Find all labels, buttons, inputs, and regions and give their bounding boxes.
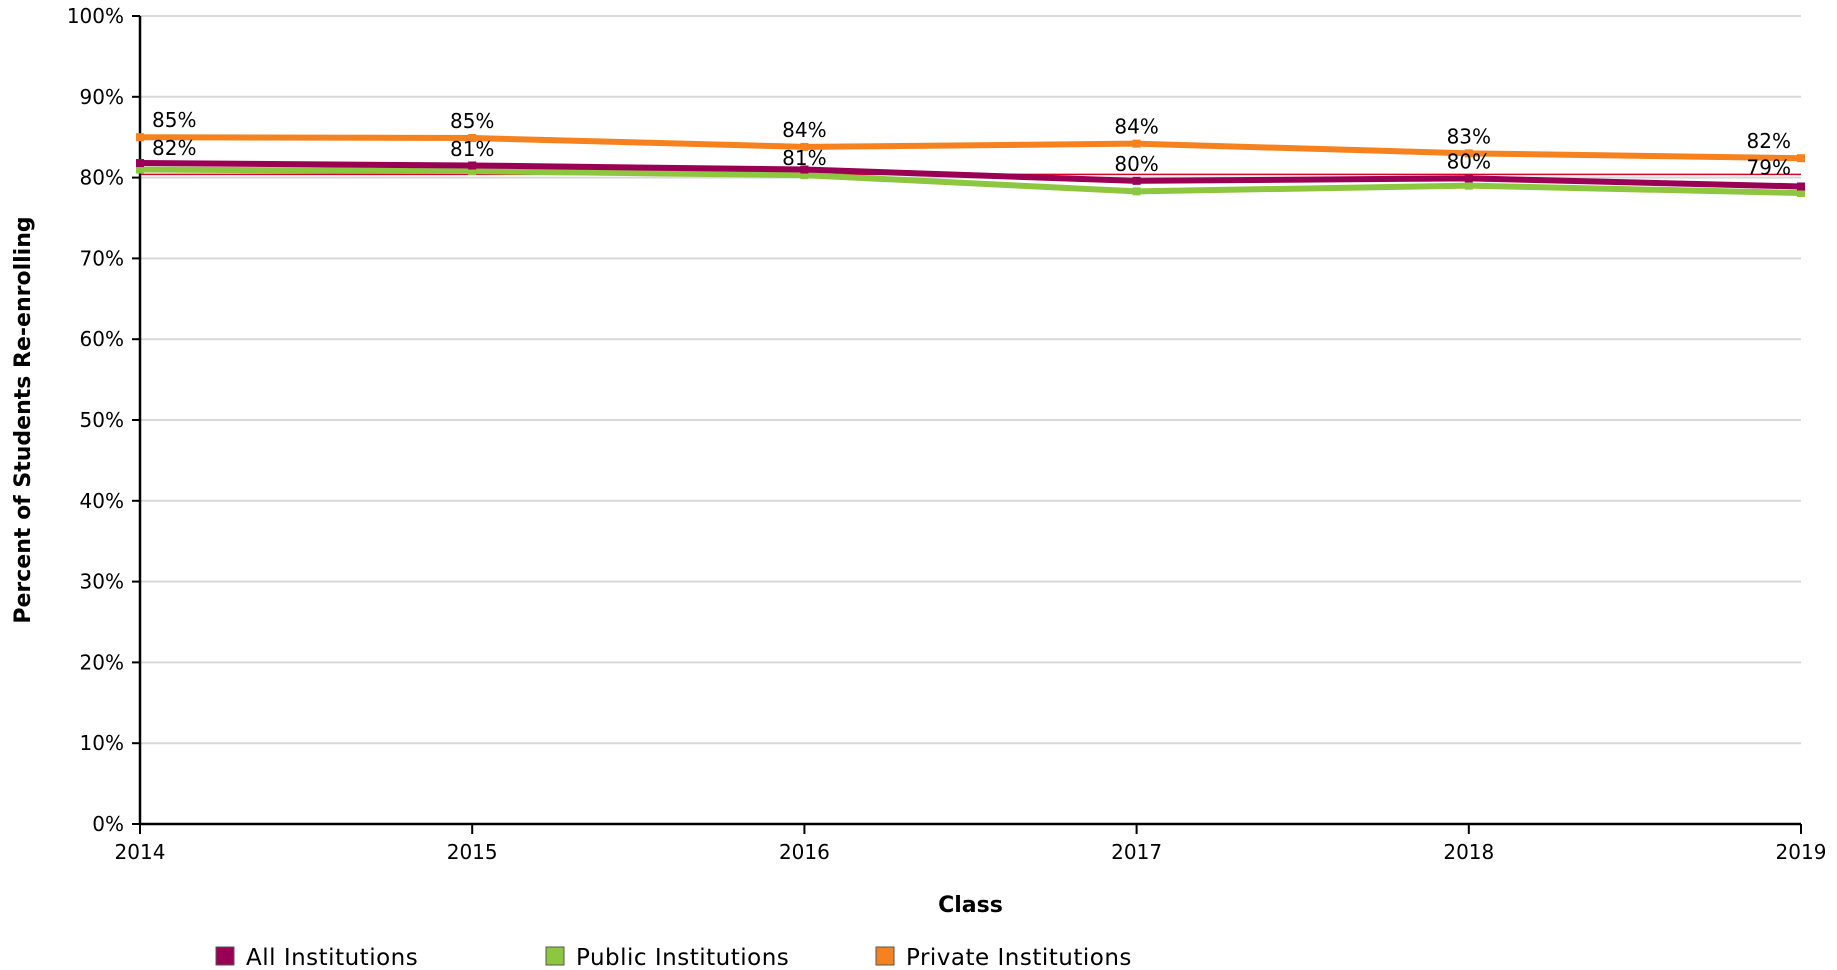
legend: All Institutions Public Institutions Priva… xyxy=(215,945,1132,970)
data-point xyxy=(1797,188,1805,197)
data-point xyxy=(1797,182,1805,191)
x-tick-label: 2015 xyxy=(447,840,498,864)
data-label: 81% xyxy=(450,137,494,161)
y-tick-label: 90% xyxy=(80,85,124,109)
series-line xyxy=(139,160,1802,190)
y-tick-label: 40% xyxy=(80,489,124,513)
data-point xyxy=(1464,174,1473,183)
data-point xyxy=(1132,176,1141,185)
data-label: 80% xyxy=(1447,149,1491,173)
data-labels: 85% 85% 84% 84% 83% 82% 82% 81% 81% 80% 80% 79% xyxy=(152,108,1791,179)
x-tick-label: 2017 xyxy=(1111,840,1162,864)
data-label: 85% xyxy=(152,108,196,132)
data-point xyxy=(800,142,809,151)
data-point xyxy=(136,133,144,142)
data-point xyxy=(136,165,144,174)
y-tick-label: 10% xyxy=(80,731,124,755)
series-group xyxy=(136,133,1805,197)
data-label: 81% xyxy=(782,146,826,170)
y-tick-label: 30% xyxy=(80,570,124,594)
x-axis-title: Class xyxy=(938,893,1003,918)
legend-label: Public Institutions xyxy=(576,945,789,970)
data-point xyxy=(1132,187,1141,196)
axes: 0% 10% 20% 30% 40% 50% 60% 70% 80% 90% 100% 2014 201… xyxy=(67,4,1827,864)
legend-swatch xyxy=(875,946,895,966)
y-tick-label: 60% xyxy=(80,327,124,351)
data-label: 82% xyxy=(152,136,196,160)
x-tick-label: 2014 xyxy=(115,840,166,864)
data-label: 85% xyxy=(450,109,494,133)
x-tick-label: 2016 xyxy=(779,840,830,864)
series-line xyxy=(139,166,1802,196)
y-tick-label: 100% xyxy=(67,4,124,28)
data-point xyxy=(468,134,477,143)
data-point xyxy=(468,167,477,176)
y-tick-label: 20% xyxy=(80,650,124,674)
x-tick-label: 2018 xyxy=(1443,840,1494,864)
x-tick-label: 2019 xyxy=(1776,840,1827,864)
legend-label: All Institutions xyxy=(246,945,418,970)
data-point xyxy=(1797,154,1805,163)
y-axis-title: Percent of Students Re-enrolling xyxy=(11,216,36,623)
data-point xyxy=(1464,181,1473,190)
data-label: 80% xyxy=(1114,152,1158,176)
data-point xyxy=(800,165,809,174)
legend-swatch xyxy=(215,946,235,966)
y-tick-label: 80% xyxy=(80,166,124,190)
data-point xyxy=(1132,139,1141,148)
y-tick-label: 50% xyxy=(80,408,124,432)
data-label: 84% xyxy=(1114,115,1158,139)
data-label: 82% xyxy=(1747,129,1791,153)
y-tick-label: 70% xyxy=(80,246,124,270)
y-tick-label: 0% xyxy=(92,812,124,836)
data-label: 83% xyxy=(1447,124,1491,148)
data-point xyxy=(1464,149,1473,158)
legend-swatch xyxy=(545,946,565,966)
series-line xyxy=(139,134,1802,162)
gridlines xyxy=(140,15,1801,745)
data-point xyxy=(136,159,144,168)
data-label: 84% xyxy=(782,118,826,142)
data-point xyxy=(800,171,809,180)
data-label: 79% xyxy=(1747,155,1791,179)
data-point xyxy=(468,161,477,170)
legend-label: Private Institutions xyxy=(906,945,1132,970)
